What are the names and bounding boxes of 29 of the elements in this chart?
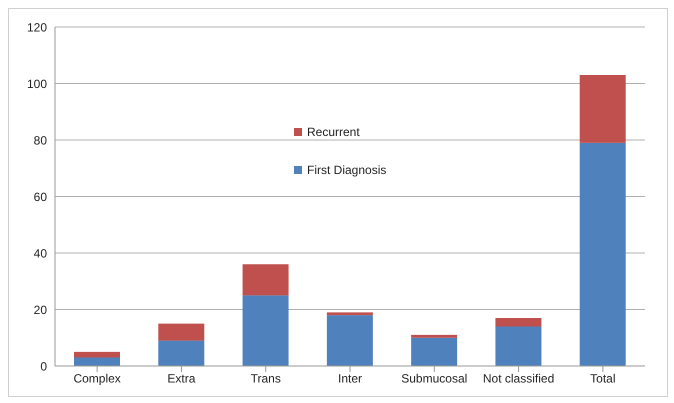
y-tick-label: 40 [34,246,48,260]
y-tick-label: 80 [34,133,48,148]
y-tick-label: 100 [26,76,48,91]
legend-label: First Diagnosis [307,163,386,177]
legend-label: Recurrent [307,125,360,139]
bar [158,324,204,341]
bar [326,315,373,366]
x-tick-label: Total [590,372,616,386]
bar [580,142,626,366]
bar [74,358,120,366]
x-tick-label: Not classified [482,372,554,386]
y-tick-label: 0 [40,359,48,374]
bar [580,75,626,143]
bar [411,334,458,338]
x-tick-label: Complex [73,372,121,386]
x-tick-label: Submucosal [401,372,468,386]
y-tick-label: 120 [26,20,48,34]
bar [74,352,120,358]
x-tick-label: Inter [338,372,362,386]
x-tick-label: Trans [250,372,281,386]
bar [242,295,289,366]
bar [495,318,542,326]
bar [495,326,542,366]
bar [242,264,289,296]
bar [411,338,458,366]
bar [158,340,204,366]
y-tick-label: 60 [34,190,48,204]
y-tick-label: 20 [34,302,48,317]
x-tick-label: Extra [167,372,196,386]
